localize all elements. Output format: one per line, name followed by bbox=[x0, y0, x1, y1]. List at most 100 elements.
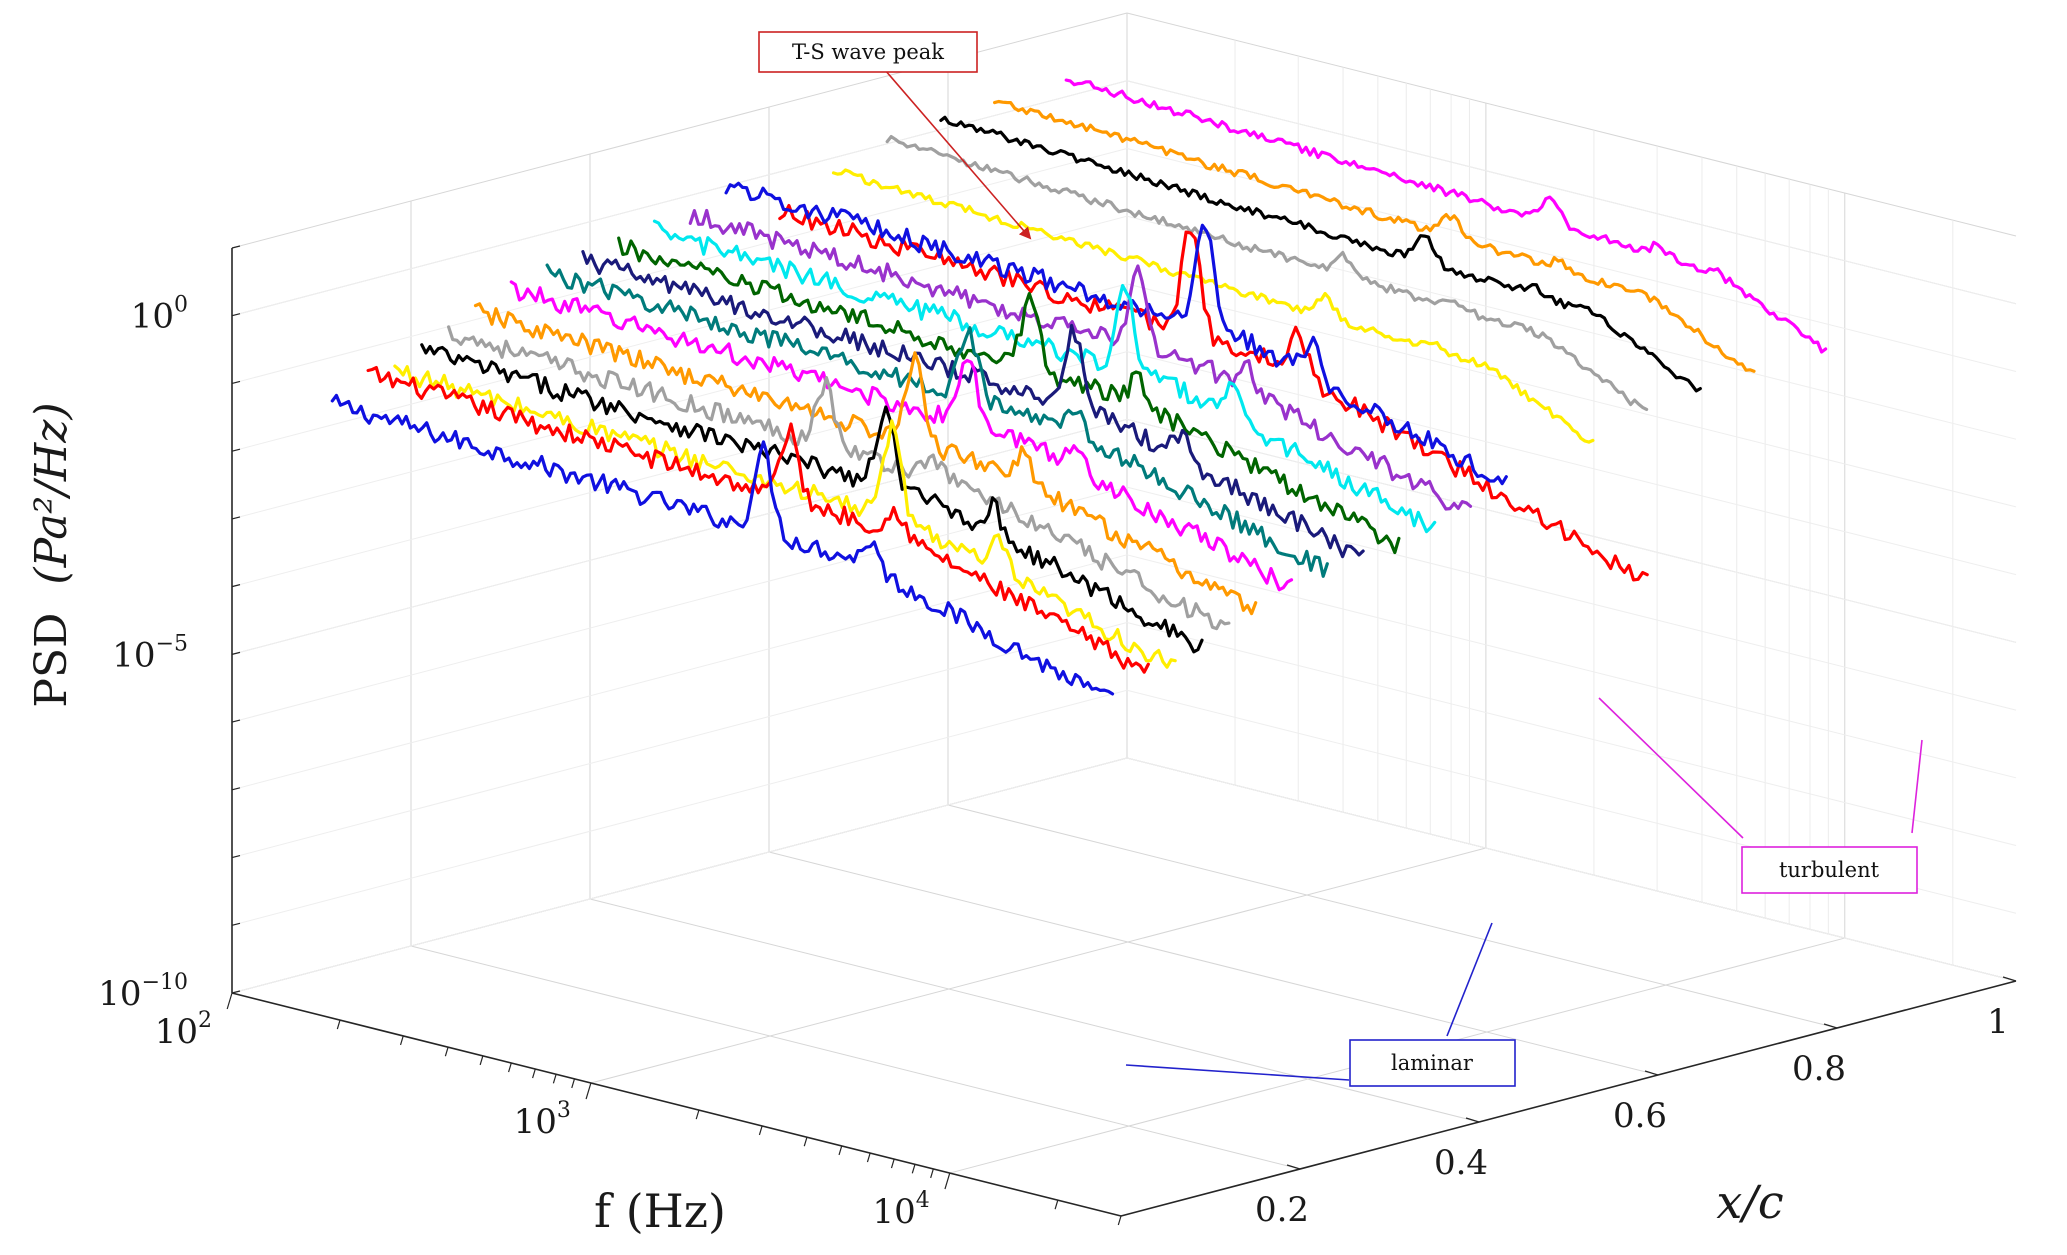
y-tick-label: 0.4 bbox=[1434, 1143, 1488, 1183]
x-tick-mark bbox=[803, 1137, 808, 1147]
z-tick-label: 100 bbox=[131, 293, 188, 337]
axes: 102 103 104 0.2 0.4 0.6 0.8 1 100 10−5 10−10 bbox=[98, 245, 2017, 1232]
x-tick-mark bbox=[399, 1035, 404, 1046]
series-line-3 bbox=[393, 364, 1177, 669]
grid-line bbox=[589, 898, 1480, 1123]
x-tick-mark bbox=[758, 1125, 763, 1136]
laminar-annotation: laminar bbox=[1125, 922, 1516, 1087]
series-line-6 bbox=[473, 302, 1258, 616]
x-tick-mark bbox=[695, 1109, 700, 1120]
x-tick-mark bbox=[226, 992, 233, 1010]
z-tick-mark bbox=[231, 516, 241, 520]
grid-minor-line bbox=[1126, 622, 2017, 847]
x-tick-mark bbox=[866, 1152, 871, 1163]
x-tick-mark bbox=[944, 1172, 951, 1190]
x-tick-mark bbox=[444, 1047, 449, 1057]
z-tick-mark bbox=[231, 380, 241, 385]
x-tick-mark bbox=[930, 1168, 934, 1179]
turbulent-label-box bbox=[1741, 846, 1918, 894]
series-line-10 bbox=[617, 236, 1401, 555]
z-tick-mark bbox=[231, 990, 241, 994]
x-tick-mark bbox=[507, 1062, 512, 1073]
grid-minor-line bbox=[1126, 80, 2017, 305]
z-tick-mark bbox=[231, 584, 241, 588]
series-line-2 bbox=[366, 366, 1150, 674]
y-tick-label: 0.2 bbox=[1255, 1190, 1309, 1230]
z-tick-mark bbox=[231, 787, 241, 791]
x-axis-line bbox=[231, 992, 1122, 1217]
grid-minor-line bbox=[231, 486, 1128, 723]
turbulent-leader-2 bbox=[1911, 739, 1923, 834]
grid-minor-line bbox=[1126, 215, 2017, 440]
ts-arrow bbox=[884, 69, 1032, 240]
series-line-17 bbox=[939, 115, 1702, 393]
x-tick-mark bbox=[532, 1068, 536, 1079]
series-line-16 bbox=[885, 135, 1649, 411]
grid-minor-line bbox=[231, 418, 1128, 655]
x-tick-mark bbox=[552, 1074, 557, 1084]
y-tick-label: 0.8 bbox=[1792, 1049, 1846, 1089]
y-tick-mark bbox=[2002, 976, 2017, 982]
grid-minor-line bbox=[231, 283, 1128, 520]
x-tick-mark bbox=[571, 1078, 576, 1089]
x-tick-mark bbox=[890, 1158, 895, 1169]
series-line-15 bbox=[831, 168, 1595, 444]
grid-minor-line bbox=[1126, 486, 2017, 711]
x-axis-title: f (Hz) bbox=[594, 1184, 726, 1238]
z-tick-mark bbox=[231, 313, 241, 317]
x-tick-label: 103 bbox=[514, 1098, 571, 1142]
turbulent-leader-1 bbox=[1598, 697, 1744, 839]
x-tick-mark bbox=[911, 1164, 916, 1174]
z-tick-mark bbox=[231, 922, 241, 926]
y-tick-label: 1 bbox=[1987, 1002, 2009, 1042]
z-tick-mark bbox=[231, 719, 241, 723]
x-tick-mark bbox=[838, 1145, 843, 1156]
z-tick-mark bbox=[231, 448, 241, 452]
ts-wave-peak-annotation: T-S wave peak bbox=[758, 31, 1032, 240]
series-line-8 bbox=[545, 263, 1329, 578]
x-tick-mark bbox=[1117, 1215, 1122, 1226]
series bbox=[330, 78, 1828, 696]
grid-minor-line bbox=[231, 80, 1128, 317]
x-tick-mark bbox=[479, 1055, 484, 1066]
grid-line bbox=[231, 12, 1128, 249]
laminar-label: laminar bbox=[1391, 1051, 1474, 1075]
z-axis-title: PSD (Pa²/Hz) bbox=[26, 402, 77, 707]
grid-minor-line bbox=[231, 622, 1128, 859]
grid-line bbox=[590, 847, 1487, 1084]
z-axis-title-name: PSD bbox=[26, 613, 77, 708]
y-tick-mark bbox=[1286, 1164, 1301, 1170]
grid-minor-line bbox=[231, 757, 1128, 994]
grid-line bbox=[410, 945, 1301, 1170]
z-tick-label: 10−10 bbox=[98, 970, 188, 1014]
grid-minor-line bbox=[231, 554, 1128, 791]
series-line-18 bbox=[992, 99, 1756, 373]
x-tick-label: 102 bbox=[155, 1008, 212, 1052]
laminar-leader-2 bbox=[1446, 922, 1493, 1037]
series-line-14 bbox=[778, 204, 1649, 582]
z-tick-label: 10−5 bbox=[112, 631, 188, 675]
y-tick-label: 0.6 bbox=[1613, 1096, 1667, 1136]
series-line-19 bbox=[1064, 78, 1828, 354]
y-tick-mark bbox=[1465, 1117, 1480, 1123]
grid-minor-line bbox=[1126, 147, 2017, 372]
y-tick-mark bbox=[1823, 1023, 1838, 1029]
grid bbox=[231, 12, 2017, 1174]
laminar-leader-1 bbox=[1125, 1064, 1350, 1081]
turbulent-annotation: turbulent bbox=[1598, 697, 1923, 894]
series-line-11 bbox=[652, 219, 1437, 534]
y-axis-title: x/c bbox=[1716, 1175, 1783, 1229]
grid-line bbox=[1126, 12, 2017, 237]
x-tick-mark bbox=[1054, 1199, 1059, 1210]
z-tick-mark bbox=[231, 245, 241, 249]
x-tick-label: 104 bbox=[873, 1188, 930, 1232]
x-tick-mark bbox=[336, 1019, 341, 1030]
y-axis-line bbox=[1120, 980, 2017, 1217]
series-line-1 bbox=[330, 393, 1115, 696]
ts-label: T-S wave peak bbox=[792, 40, 944, 64]
grid-minor-line bbox=[1126, 351, 2017, 576]
grid-minor-line bbox=[1126, 757, 2017, 982]
grid-minor-line bbox=[231, 689, 1128, 926]
grid-minor-line bbox=[1126, 554, 2017, 779]
